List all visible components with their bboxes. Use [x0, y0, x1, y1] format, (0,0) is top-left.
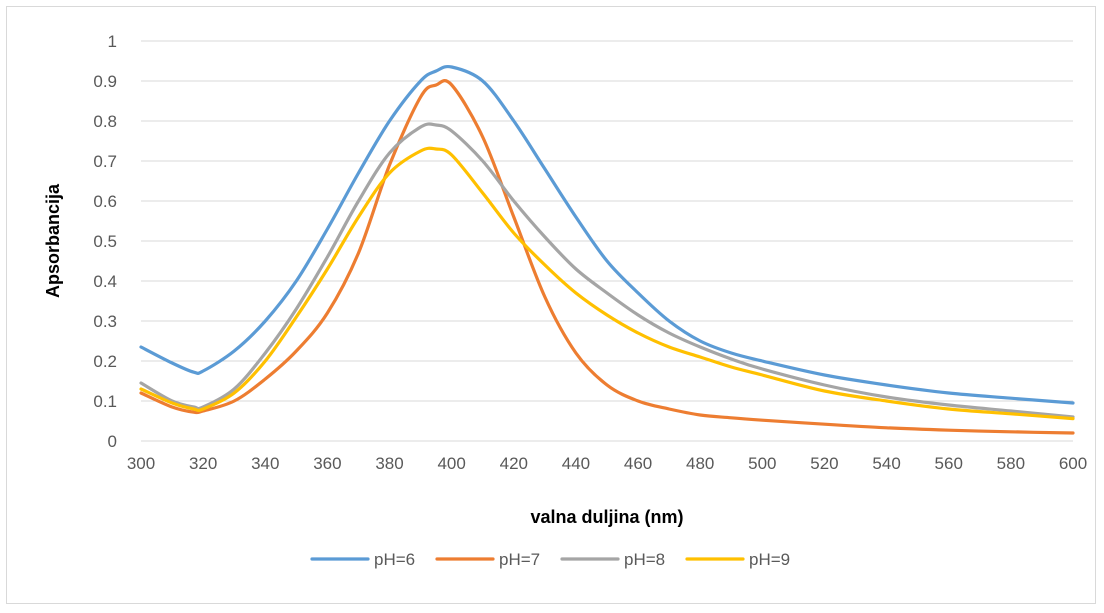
y-tick-label: 0.7 [93, 152, 117, 171]
legend-label: pH=7 [499, 550, 540, 569]
x-tick-label: 540 [872, 454, 900, 473]
y-tick-label: 0.1 [93, 392, 117, 411]
x-tick-label: 300 [127, 454, 155, 473]
x-tick-label: 360 [313, 454, 341, 473]
x-tick-label: 380 [375, 454, 403, 473]
grid-layer [141, 40, 1073, 442]
series-layer [139, 64, 1075, 435]
x-tick-labels: 300 320 340 360 380 400 420 440 460 480 500 520 540 5… [127, 454, 1087, 473]
x-tick-label: 580 [997, 454, 1025, 473]
legend-item: pH=9 [685, 550, 790, 569]
line-chart: 00.10.20.30.40.50.60.70.80.91 300 320 340 3… [43, 32, 1087, 569]
y-axis-title: Apsorbancija [43, 183, 63, 298]
legend-label: pH=8 [624, 550, 665, 569]
legend-label: pH=6 [374, 550, 415, 569]
y-tick-label: 0.4 [93, 272, 117, 291]
legend: pH=6 pH=7 pH=8 pH=9 [310, 550, 790, 569]
series-line-ph8 [139, 122, 1075, 419]
legend-item: pH=8 [560, 550, 665, 569]
y-tick-label: 0.9 [93, 72, 117, 91]
series-line-ph7 [139, 79, 1075, 435]
x-tick-label: 420 [500, 454, 528, 473]
x-tick-label: 320 [189, 454, 217, 473]
y-tick-label: 0.6 [93, 192, 117, 211]
x-tick-label: 480 [686, 454, 714, 473]
x-tick-label: 400 [437, 454, 465, 473]
y-tick-label: 0.8 [93, 112, 117, 131]
x-tick-label: 340 [251, 454, 279, 473]
y-tick-label: 0.3 [93, 312, 117, 331]
legend-item: pH=6 [310, 550, 415, 569]
legend-item: pH=7 [435, 550, 540, 569]
y-tick-label: 1 [108, 32, 117, 51]
series-line-ph6 [139, 64, 1075, 405]
y-tick-label: 0.2 [93, 352, 117, 371]
x-tick-label: 520 [810, 454, 838, 473]
x-tick-label: 460 [624, 454, 652, 473]
chart-frame: 0 0.1 0.2 0.3 0.4 0.5 0.6 0.7 0.8 0.9 1 300 320 340 3… [6, 6, 1096, 604]
x-axis-title: valna duljina (nm) [530, 507, 683, 527]
x-tick-label: 500 [748, 454, 776, 473]
series-line-ph9 [139, 146, 1075, 421]
y-tick-label: 0 [108, 432, 117, 451]
x-tick-label: 560 [935, 454, 963, 473]
x-tick-label: 600 [1059, 454, 1087, 473]
legend-label: pH=9 [749, 550, 790, 569]
x-tick-label: 440 [562, 454, 590, 473]
y-tick-label: 0.5 [93, 232, 117, 251]
y-tick-labels: 0 0.1 0.2 0.3 0.4 0.5 0.6 0.7 0.8 0.9 1 [93, 32, 117, 451]
